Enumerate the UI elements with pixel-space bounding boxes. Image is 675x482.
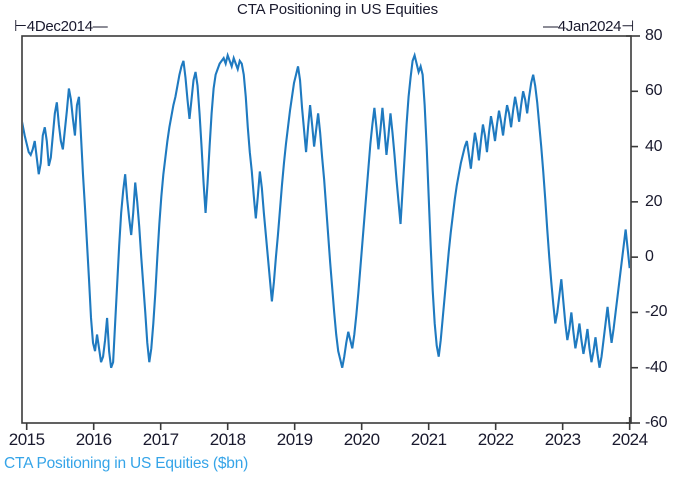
y-axis-tick-label: -20 — [645, 303, 668, 321]
end-date-rule-left: — — [543, 18, 558, 35]
end-date-text: 4Jan2024 — [557, 18, 622, 35]
y-axis-tick-label: 20 — [645, 192, 663, 210]
x-axis-tick-label: 2015 — [8, 430, 45, 449]
start-date-bracket-left: ⊢ — [14, 18, 27, 35]
x-axis-tick-label: 2021 — [410, 430, 447, 449]
y-axis-tick-label: -60 — [645, 414, 668, 431]
y-axis-tick-label: 0 — [645, 248, 654, 266]
x-axis-tick-label: 2020 — [343, 430, 380, 449]
y-axis-tick-label: 60 — [645, 82, 663, 100]
x-axis-tick-label: 2016 — [75, 430, 112, 449]
x-axis-tick-label: 2018 — [209, 430, 246, 449]
start-date-rule-right: — — [92, 18, 108, 35]
y-axis-tick-label: -40 — [645, 358, 668, 376]
y-axis-tick-label: 80 — [645, 27, 663, 44]
start-date-text: 4Dec2014 — [26, 18, 93, 35]
start-date-annotation: ⊢4Dec2014— — [14, 17, 108, 35]
plot-frame — [21, 35, 632, 424]
x-axis-tick-label: 2017 — [142, 430, 179, 449]
x-axis-tick-label: 2022 — [477, 430, 514, 449]
x-axis-tick-label: 2019 — [276, 430, 313, 449]
x-axis-tick-label: 2023 — [544, 430, 581, 449]
end-date-bracket-right: ⊣ — [621, 18, 634, 35]
series-legend-label: CTA Positioning in US Equities ($bn) — [4, 455, 249, 472]
data-series-line — [23, 51, 630, 369]
chart-title: CTA Positioning in US Equities — [237, 1, 438, 18]
y-axis-tick-label: 40 — [645, 137, 663, 155]
x-axis-tick-label: 2024 — [611, 430, 648, 449]
end-date-annotation: —4Jan2024⊣ — [543, 17, 634, 35]
